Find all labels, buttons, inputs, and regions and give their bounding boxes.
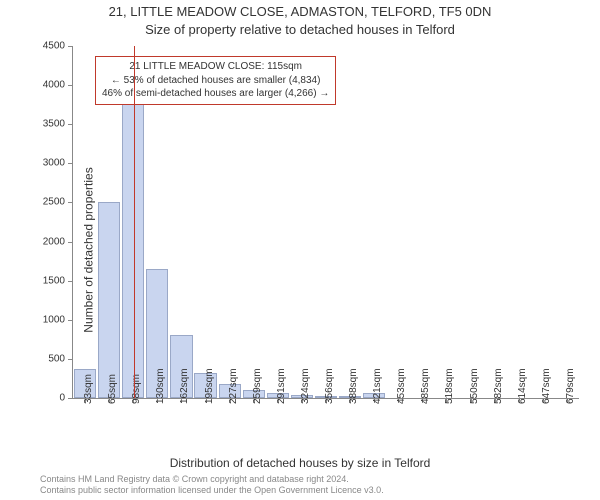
x-tick-label: 453sqm <box>396 368 407 404</box>
y-tick <box>68 359 73 360</box>
y-tick <box>68 398 73 399</box>
y-tick-label: 4000 <box>43 80 65 91</box>
y-tick <box>68 124 73 125</box>
x-tick-label: 259sqm <box>252 368 263 404</box>
x-axis-label: Distribution of detached houses by size … <box>0 456 600 470</box>
x-tick-label: 65sqm <box>107 374 118 404</box>
attribution-footer: Contains HM Land Registry data © Crown c… <box>40 474 384 496</box>
bar-cell: 647sqm <box>531 46 555 398</box>
y-tick <box>68 163 73 164</box>
histogram-bar <box>98 202 120 398</box>
x-tick-label: 485sqm <box>420 368 431 404</box>
y-tick-label: 2000 <box>43 236 65 247</box>
bar-cell: 33sqm <box>73 46 97 398</box>
x-tick-label: 291sqm <box>276 368 287 404</box>
y-tick-label: 1000 <box>43 314 65 325</box>
y-tick <box>68 320 73 321</box>
x-tick-label: 679sqm <box>565 368 576 404</box>
property-marker-line <box>134 46 135 398</box>
chart-title-line1: 21, LITTLE MEADOW CLOSE, ADMASTON, TELFO… <box>0 4 600 19</box>
bar-cell: 421sqm <box>362 46 386 398</box>
y-tick-label: 500 <box>48 353 65 364</box>
x-tick-label: 614sqm <box>517 368 528 404</box>
y-tick <box>68 202 73 203</box>
plot-area: 33sqm65sqm98sqm130sqm162sqm195sqm227sqm2… <box>72 46 579 399</box>
y-tick-label: 2500 <box>43 197 65 208</box>
bar-cell: 453sqm <box>386 46 410 398</box>
x-tick-label: 227sqm <box>228 368 239 404</box>
x-tick-label: 162sqm <box>179 368 190 404</box>
x-tick-label: 324sqm <box>300 368 311 404</box>
y-tick-label: 1500 <box>43 275 65 286</box>
annotation-line: 46% of semi-detached houses are larger (… <box>102 87 329 101</box>
y-tick <box>68 281 73 282</box>
y-tick-label: 3500 <box>43 119 65 130</box>
x-tick-label: 195sqm <box>204 368 215 404</box>
x-tick-label: 356sqm <box>324 368 335 404</box>
annotation-line: ← 53% of detached houses are smaller (4,… <box>102 74 329 88</box>
x-tick-label: 550sqm <box>469 368 480 404</box>
figure: 21, LITTLE MEADOW CLOSE, ADMASTON, TELFO… <box>0 0 600 500</box>
x-tick-label: 98sqm <box>131 374 142 404</box>
annotation-line: 21 LITTLE MEADOW CLOSE: 115sqm <box>102 60 329 74</box>
bar-cell: 679sqm <box>555 46 579 398</box>
bar-cell: 614sqm <box>507 46 531 398</box>
bar-cell: 582sqm <box>483 46 507 398</box>
x-tick-label: 647sqm <box>541 368 552 404</box>
bar-cell: 388sqm <box>338 46 362 398</box>
y-tick <box>68 46 73 47</box>
y-tick <box>68 85 73 86</box>
x-tick-label: 33sqm <box>83 374 94 404</box>
x-tick-label: 518sqm <box>444 368 455 404</box>
bar-cell: 518sqm <box>434 46 458 398</box>
bar-cell: 550sqm <box>459 46 483 398</box>
x-tick-label: 130sqm <box>155 368 166 404</box>
footer-line2: Contains public sector information licen… <box>40 485 384 496</box>
y-tick-label: 4500 <box>43 41 65 52</box>
x-tick-label: 421sqm <box>372 368 383 404</box>
bar-cell: 485sqm <box>410 46 434 398</box>
chart-title-line2: Size of property relative to detached ho… <box>0 22 600 37</box>
x-tick-label: 388sqm <box>348 368 359 404</box>
y-tick <box>68 242 73 243</box>
annotation-box: 21 LITTLE MEADOW CLOSE: 115sqm← 53% of d… <box>95 56 336 105</box>
histogram-bar <box>122 69 144 398</box>
y-tick-label: 0 <box>59 393 65 404</box>
y-tick-label: 3000 <box>43 158 65 169</box>
footer-line1: Contains HM Land Registry data © Crown c… <box>40 474 384 485</box>
x-tick-label: 582sqm <box>493 368 504 404</box>
